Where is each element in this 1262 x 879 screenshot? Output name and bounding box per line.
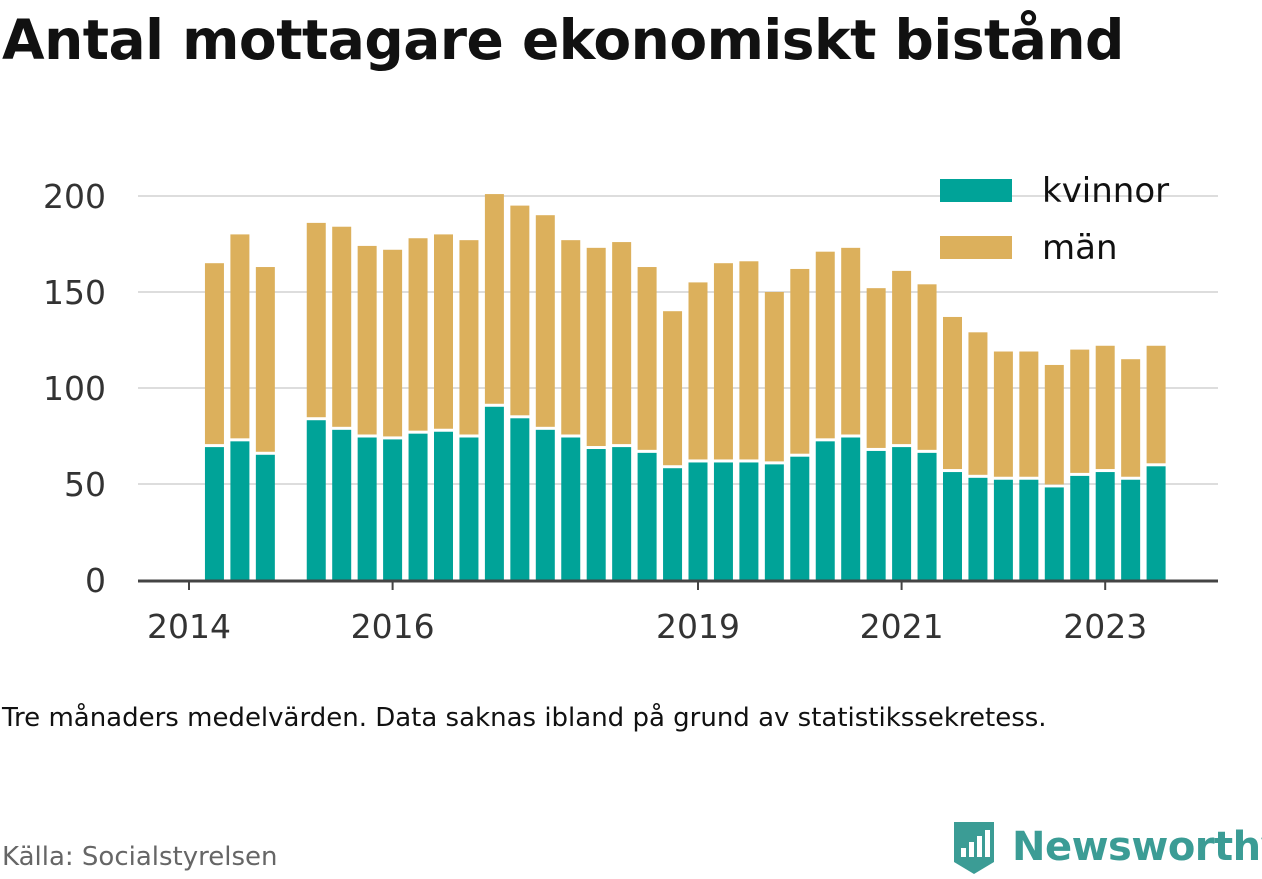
bar-kvinnor [968, 477, 988, 580]
bar-kvinnor [484, 406, 504, 580]
bar-kvinnor [255, 454, 275, 580]
bar-kvinnor [637, 452, 657, 580]
bar-kvinnor [1146, 466, 1166, 580]
bar-kvinnor [459, 437, 479, 580]
bar-man [484, 194, 504, 404]
x-tick-label: 2016 [351, 607, 435, 646]
x-tick-label: 2023 [1063, 607, 1147, 646]
bar-man [535, 215, 555, 427]
bar-kvinnor [663, 468, 683, 580]
bar-kvinnor [612, 447, 632, 580]
bar-kvinnor [561, 437, 581, 580]
bar-man [892, 270, 912, 445]
x-tick-label: 2014 [147, 607, 231, 646]
bar-man [306, 222, 326, 418]
bar-kvinnor [1121, 479, 1141, 580]
bar-man [637, 267, 657, 450]
bar-kvinnor [764, 464, 784, 580]
bar-man [1044, 364, 1064, 485]
bar-kvinnor [204, 447, 224, 580]
bar-man [1146, 345, 1166, 464]
bar-man [510, 205, 530, 416]
bar-kvinnor [866, 450, 886, 580]
logo-text: Newsworthy [1012, 824, 1262, 870]
bar-man [943, 316, 962, 470]
bars [204, 194, 1166, 580]
bar-man [255, 267, 275, 452]
bar-man [561, 240, 581, 435]
bar-man [663, 311, 683, 466]
bar-man [815, 251, 835, 439]
bar-man [968, 332, 988, 475]
stacked-bar-chart: 0 50 100 150 200 2014 2016 2019 2021 2023 kvinnor… [43, 171, 1218, 646]
bar-kvinnor [841, 437, 861, 580]
axes: 0 50 100 150 200 2014 2016 2019 2021 2023 [43, 177, 1218, 646]
bar-kvinnor [1044, 487, 1064, 580]
bar-man [408, 238, 428, 431]
bar-man [230, 234, 250, 439]
newsworthy-logo-icon [954, 822, 994, 874]
bar-kvinnor [383, 439, 403, 580]
bar-man [1070, 349, 1090, 473]
bar-kvinnor [357, 437, 377, 580]
bar-man [459, 240, 479, 435]
x-tick-label: 2019 [656, 607, 740, 646]
bar-kvinnor [586, 449, 606, 580]
bar-man [586, 247, 606, 447]
bar-man [204, 263, 224, 445]
bar-kvinnor [1019, 479, 1039, 580]
y-tick-label: 150 [43, 273, 106, 312]
bar-kvinnor [230, 441, 250, 580]
bar-kvinnor [510, 418, 530, 580]
bar-man [917, 284, 937, 450]
bar-kvinnor [688, 462, 708, 580]
bar-kvinnor [993, 479, 1013, 580]
legend-label-kvinnor: kvinnor [1042, 171, 1169, 211]
legend-label-man: män [1042, 228, 1118, 268]
bar-man [357, 245, 377, 435]
y-tick-label: 200 [43, 177, 106, 216]
bar-man [739, 261, 759, 460]
legend-swatch-kvinnor [940, 179, 1012, 202]
bar-man [866, 288, 886, 448]
bar-man [790, 268, 810, 454]
bar-kvinnor [408, 433, 428, 580]
bar-kvinnor [892, 447, 912, 580]
bar-man [332, 226, 352, 427]
legend-swatch-man [940, 236, 1012, 259]
bar-kvinnor [739, 462, 759, 580]
bar-kvinnor [306, 420, 326, 580]
bar-man [383, 249, 403, 437]
bar-man [713, 263, 733, 460]
x-tick-label: 2021 [860, 607, 944, 646]
chart-title: Antal mottagare ekonomiskt bistånd [2, 8, 1124, 72]
bar-kvinnor [1070, 475, 1090, 580]
bar-kvinnor [815, 441, 835, 580]
bar-kvinnor [943, 472, 962, 580]
bar-kvinnor [535, 429, 555, 580]
bar-kvinnor [332, 429, 352, 580]
bar-kvinnor [434, 431, 453, 580]
bar-kvinnor [1095, 472, 1115, 580]
y-tick-label: 100 [43, 369, 106, 408]
bar-man [993, 351, 1013, 477]
legend: kvinnor män [940, 171, 1169, 268]
bar-man [612, 242, 632, 445]
bar-kvinnor [790, 456, 810, 580]
bar-man [1095, 345, 1115, 470]
chart-note: Tre månaders medelvärden. Data saknas ib… [2, 703, 1047, 733]
bar-man [1019, 351, 1039, 477]
bar-man [1121, 359, 1141, 477]
bar-kvinnor [917, 452, 937, 580]
bar-man [688, 282, 708, 460]
source-text: Källa: Socialstyrelsen [2, 842, 278, 872]
y-tick-label: 0 [85, 561, 106, 600]
bar-man [434, 234, 453, 429]
newsworthy-logo[interactable]: Newsworthy [950, 818, 1262, 876]
bar-kvinnor [713, 462, 733, 580]
y-tick-label: 50 [64, 465, 106, 504]
bar-man [841, 247, 861, 435]
bar-man [764, 292, 784, 462]
